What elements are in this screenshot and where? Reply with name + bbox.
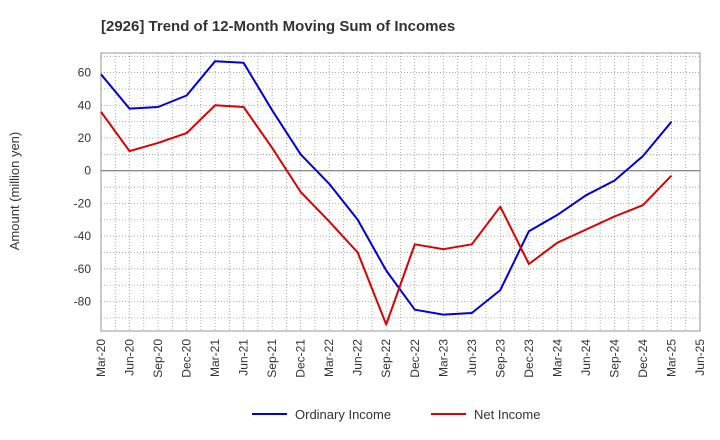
x-tick-label: Sep-22 — [379, 339, 393, 378]
x-tick-label: Dec-23 — [522, 339, 536, 378]
x-tick-label: Mar-22 — [322, 339, 336, 377]
x-tick-label: Jun-21 — [237, 339, 251, 376]
x-tick-label: Mar-24 — [550, 339, 564, 377]
y-tick-label: 0 — [84, 164, 91, 178]
x-tick-label: Jun-25 — [693, 339, 707, 376]
y-tick-label: 60 — [78, 66, 92, 80]
series-line-ordinary-income — [100, 60, 673, 316]
x-tick-label: Sep-21 — [265, 339, 279, 378]
x-tick-label: Sep-23 — [493, 339, 507, 378]
x-tick-label: Sep-20 — [151, 339, 165, 378]
y-tick-label: -60 — [74, 262, 92, 276]
x-tick-label: Sep-24 — [607, 339, 621, 378]
x-tick-label: Dec-24 — [636, 339, 650, 378]
x-tick-label: Dec-20 — [180, 339, 194, 378]
x-tick-label: Mar-25 — [664, 339, 678, 377]
legend-label-net-income: Net Income — [474, 407, 540, 422]
x-tick-label: Mar-21 — [208, 339, 222, 377]
x-tick-label: Jun-20 — [123, 339, 137, 376]
x-tick-label: Dec-22 — [408, 339, 422, 378]
x-tick-label: Jun-22 — [351, 339, 365, 376]
legend-label-ordinary-income: Ordinary Income — [295, 407, 391, 422]
x-tick-label: Jun-24 — [579, 339, 593, 376]
x-tick-label: Jun-23 — [465, 339, 479, 376]
y-tick-label: -20 — [74, 196, 92, 210]
y-tick-label: -80 — [74, 295, 92, 309]
x-axis-ticks: Mar-20 Jun-20 Sep-20 Dec-20 Mar-21 Jun-21 Sep-… — [94, 339, 707, 378]
legend: Ordinary Income Net Income — [252, 407, 540, 422]
series-layer — [100, 60, 673, 326]
chart-title: [2926] Trend of 12-Month Moving Sum of I… — [101, 18, 455, 35]
y-axis-ticks: 60 40 20 0 -20 -40 -60 -80 — [74, 66, 92, 309]
y-tick-label: -40 — [74, 229, 92, 243]
x-tick-label: Mar-20 — [94, 339, 108, 377]
series-line-net-income — [100, 104, 673, 326]
y-tick-label: 20 — [78, 131, 92, 145]
y-tick-label: 40 — [78, 98, 92, 112]
x-tick-label: Mar-23 — [436, 339, 450, 377]
x-tick-label: Dec-21 — [294, 339, 308, 378]
y-axis-label: Amount (million yen) — [7, 132, 22, 251]
